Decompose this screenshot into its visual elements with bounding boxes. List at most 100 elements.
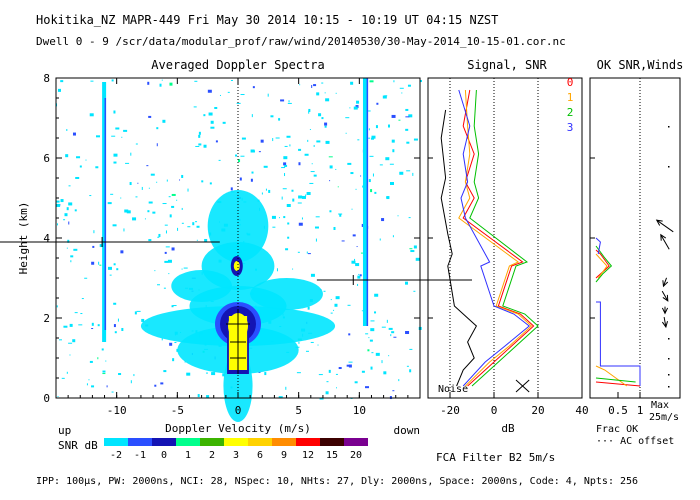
winds-xtick-label: 1	[637, 404, 644, 417]
max-label-1: Max	[651, 400, 669, 411]
spectra-speckle	[169, 214, 172, 218]
colorbar-swatch	[176, 438, 200, 446]
spectra-speckle	[177, 227, 179, 231]
spectra-speckle	[406, 365, 409, 367]
spectra-speckle	[66, 128, 68, 131]
spectra-speckle	[137, 182, 139, 184]
spectra-speckle	[304, 153, 309, 156]
spectra-speckle	[187, 188, 189, 192]
spectra-speckle	[367, 110, 371, 112]
spectra-speckle	[171, 305, 174, 308]
spectra-speckle	[335, 373, 338, 375]
spectra-speckle	[90, 80, 94, 82]
spectra-speckle	[121, 327, 124, 331]
spectra-speckle	[265, 188, 267, 191]
signal-series-2	[469, 89, 539, 387]
spectra-speckle	[89, 195, 92, 197]
spectra-speckle	[192, 222, 195, 226]
spectra-speckle	[381, 360, 383, 364]
spectra-speckle	[370, 189, 373, 193]
spectra-speckle	[313, 84, 317, 87]
spectra-speckle	[70, 260, 72, 263]
colorbar-value: -2	[110, 450, 122, 461]
spectra-speckle	[253, 150, 255, 153]
wind-arrow-head	[655, 219, 663, 226]
wind-dot	[668, 166, 670, 168]
spectra-speckle	[134, 311, 137, 315]
spectra-speckle	[298, 162, 301, 166]
spectra-speckle	[310, 341, 314, 343]
spectra-speckle	[111, 391, 114, 393]
spectra-speckle	[101, 348, 104, 351]
spectra-speckle	[389, 163, 394, 165]
spectra-speckle	[326, 381, 329, 383]
spectra-speckle	[335, 168, 337, 170]
winds-snr-line	[595, 381, 641, 387]
spectra-speckle	[260, 139, 264, 143]
spectra-speckle	[321, 117, 324, 120]
colorbar-swatch	[320, 438, 344, 446]
spectra-speckle	[251, 171, 254, 174]
header-line-2: Dwell 0 - 9 /scr/data/modular_prof/raw/w…	[36, 35, 566, 48]
spectra-speckle	[301, 217, 303, 220]
spectra-speckle	[174, 342, 177, 344]
spectra-speckle	[96, 135, 99, 137]
spectra-xtick-label: 0	[235, 404, 242, 417]
spectra-speckle	[386, 196, 390, 200]
spectra-speckle	[60, 199, 64, 203]
spectra-speckle	[196, 225, 200, 228]
spectra-speckle	[208, 112, 213, 116]
colorbar-swatch	[128, 438, 152, 446]
clutter-stripe-right-core	[366, 78, 369, 326]
wind-dot	[668, 126, 670, 128]
signal-title: Signal, SNR	[467, 58, 547, 72]
spectra-speckle	[198, 131, 201, 135]
spectra-speckle	[350, 81, 354, 85]
spectra-speckle	[405, 116, 410, 118]
colorbar-value: 0	[161, 450, 167, 461]
signal-xtick-label: -20	[440, 404, 460, 417]
spectra-speckle	[210, 120, 214, 124]
spectra-speckle	[345, 117, 350, 119]
spectra-speckle	[397, 215, 399, 217]
spectra-ytick-label: 8	[43, 72, 50, 85]
spectra-speckle	[410, 250, 415, 253]
beam-label-0: 0	[567, 76, 574, 89]
spectra-speckle	[388, 355, 390, 357]
spectra-speckle	[281, 196, 283, 200]
spectra-speckle	[75, 176, 80, 179]
spectra-speckle	[298, 195, 303, 199]
spectra-speckle	[309, 182, 314, 184]
spectra-speckle	[368, 179, 371, 183]
spectra-speckle	[374, 311, 377, 314]
spectra-speckle	[68, 221, 70, 225]
spectra-speckle	[129, 182, 132, 186]
spectra-speckle	[169, 82, 173, 86]
spectra-speckle	[325, 140, 330, 144]
spectra-speckle	[398, 119, 401, 121]
spectra-speckle	[390, 334, 392, 337]
spectra-title: Averaged Doppler Spectra	[151, 58, 324, 72]
spectra-speckle	[330, 312, 333, 314]
spectra-speckle	[219, 94, 221, 96]
spectra-speckle	[325, 98, 330, 102]
spectra-speckle	[371, 135, 376, 139]
spectra-speckle	[165, 230, 167, 234]
spectra-speckle	[130, 152, 132, 156]
spectra-speckle	[69, 354, 71, 356]
colorbar-value: 12	[302, 450, 314, 461]
spectra-speckle	[171, 247, 175, 251]
spectra-speckle	[171, 205, 175, 208]
spectra-speckle	[281, 167, 286, 169]
winds-title: OK SNR,Winds	[597, 58, 684, 72]
spectra-speckle	[113, 324, 116, 328]
spectra-speckle	[91, 385, 95, 388]
spectra-speckle	[392, 235, 394, 238]
spectra-speckle	[321, 82, 324, 84]
spectra-speckle	[308, 110, 310, 114]
spectra-speckle	[113, 110, 116, 114]
spectra-xtick-label: -10	[107, 404, 127, 417]
spectra-speckle	[78, 324, 83, 326]
spectra-speckle	[66, 371, 68, 374]
spectra-speckle	[67, 239, 70, 243]
